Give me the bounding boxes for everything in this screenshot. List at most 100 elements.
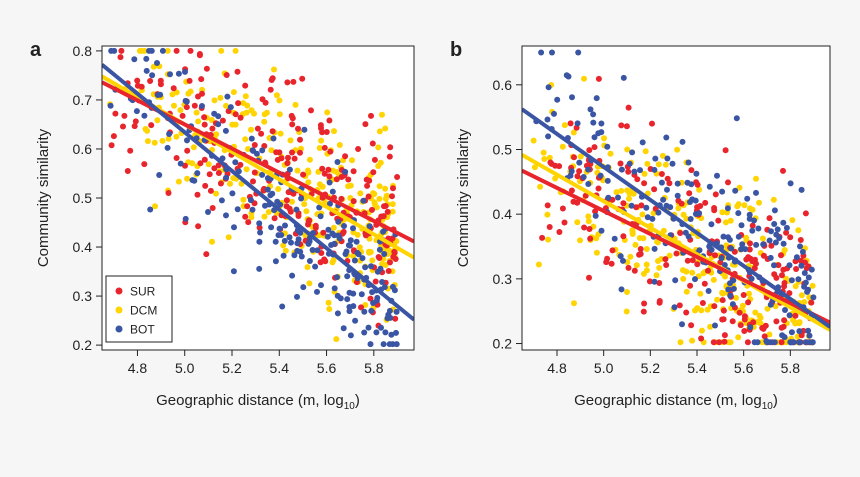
point-dcm	[265, 209, 272, 215]
point-dcm	[382, 185, 389, 192]
point-sur	[362, 121, 369, 128]
point-dcm	[714, 296, 721, 303]
point-bot	[159, 47, 166, 54]
point-bot	[592, 212, 599, 219]
point-sur	[201, 114, 208, 121]
point-bot	[618, 166, 625, 173]
y-axis-label: Community similarity	[35, 128, 52, 267]
point-sur	[701, 280, 708, 287]
point-sur	[608, 260, 615, 267]
point-bot	[294, 227, 301, 234]
point-dcm	[354, 231, 361, 238]
point-dcm	[697, 290, 704, 297]
point-dcm	[136, 47, 143, 54]
legend-marker-dcm	[115, 306, 123, 314]
point-dcm	[213, 190, 219, 197]
point-bot	[350, 290, 357, 297]
point-sur	[285, 154, 291, 161]
point-bot	[358, 291, 365, 298]
point-dcm	[753, 175, 759, 182]
point-sur	[787, 234, 794, 241]
point-dcm	[303, 208, 310, 215]
point-sur	[586, 147, 593, 154]
point-sur	[173, 47, 180, 54]
panel-b: 4.8 5.0 5.2 5.4 5.6 5.8 0.2 0.3 0.4 0.5 0.6 Geograp…	[450, 39, 831, 412]
point-dcm	[164, 47, 171, 54]
point-bot	[230, 268, 237, 275]
point-sur	[195, 223, 202, 230]
point-sur	[120, 123, 126, 130]
point-dcm	[189, 160, 196, 167]
point-dcm	[607, 150, 614, 157]
point-dcm	[357, 190, 364, 197]
point-dcm	[324, 109, 331, 116]
point-dcm	[666, 252, 673, 259]
point-dcm	[223, 102, 229, 109]
point-bot	[365, 324, 372, 331]
point-dcm	[601, 135, 607, 142]
point-bot	[810, 294, 817, 301]
point-dcm	[190, 144, 197, 151]
point-bot	[767, 301, 774, 308]
point-bot	[732, 187, 739, 194]
point-bot	[131, 56, 138, 63]
x-tick-label: 5.6	[734, 360, 754, 376]
point-bot	[256, 238, 263, 245]
point-bot	[590, 111, 597, 118]
point-dcm	[727, 217, 734, 224]
point-sur	[729, 318, 736, 325]
point-bot	[575, 49, 582, 56]
point-sur	[201, 156, 208, 163]
point-sur	[387, 144, 394, 151]
point-dcm	[531, 164, 538, 171]
point-bot	[604, 177, 611, 184]
point-bot	[329, 188, 336, 195]
point-dcm	[376, 183, 383, 190]
point-sur	[749, 258, 756, 265]
point-dcm	[242, 93, 249, 100]
point-bot	[282, 222, 288, 229]
point-sur	[223, 72, 230, 78]
point-bot	[538, 49, 545, 56]
point-bot	[324, 233, 331, 240]
point-bot	[729, 301, 736, 308]
point-dcm	[766, 331, 773, 338]
point-bot	[774, 226, 781, 233]
point-sur	[273, 149, 280, 156]
point-dcm	[585, 218, 592, 225]
point-bot	[727, 280, 733, 287]
point-dcm	[642, 148, 649, 155]
point-bot	[232, 159, 239, 166]
point-sur	[295, 125, 301, 132]
point-dcm	[535, 261, 542, 268]
legend-label-bot: BOT	[130, 323, 155, 337]
y-tick-label: 0.3	[73, 288, 93, 304]
point-sur	[179, 112, 186, 119]
point-sur	[663, 262, 670, 268]
point-sur	[649, 120, 655, 127]
point-bot	[316, 204, 323, 211]
point-bot	[312, 263, 319, 270]
point-sur	[386, 153, 393, 160]
point-dcm	[796, 319, 803, 326]
point-bot	[693, 170, 700, 177]
point-sur	[392, 256, 399, 262]
point-bot	[328, 242, 335, 248]
point-dcm	[559, 143, 566, 150]
point-sur	[640, 308, 647, 315]
point-dcm	[643, 246, 650, 252]
point-bot	[189, 177, 196, 184]
point-dcm	[798, 292, 805, 299]
point-dcm	[294, 167, 301, 174]
point-bot	[660, 196, 667, 203]
point-dcm	[242, 136, 249, 143]
point-bot	[735, 233, 742, 240]
point-dcm	[680, 275, 687, 282]
legend-marker-bot	[115, 325, 123, 333]
point-bot	[644, 214, 651, 221]
point-bot	[760, 241, 767, 248]
point-dcm	[735, 334, 742, 341]
point-dcm	[747, 205, 754, 212]
point-sur	[637, 246, 644, 252]
point-dcm	[376, 128, 383, 135]
